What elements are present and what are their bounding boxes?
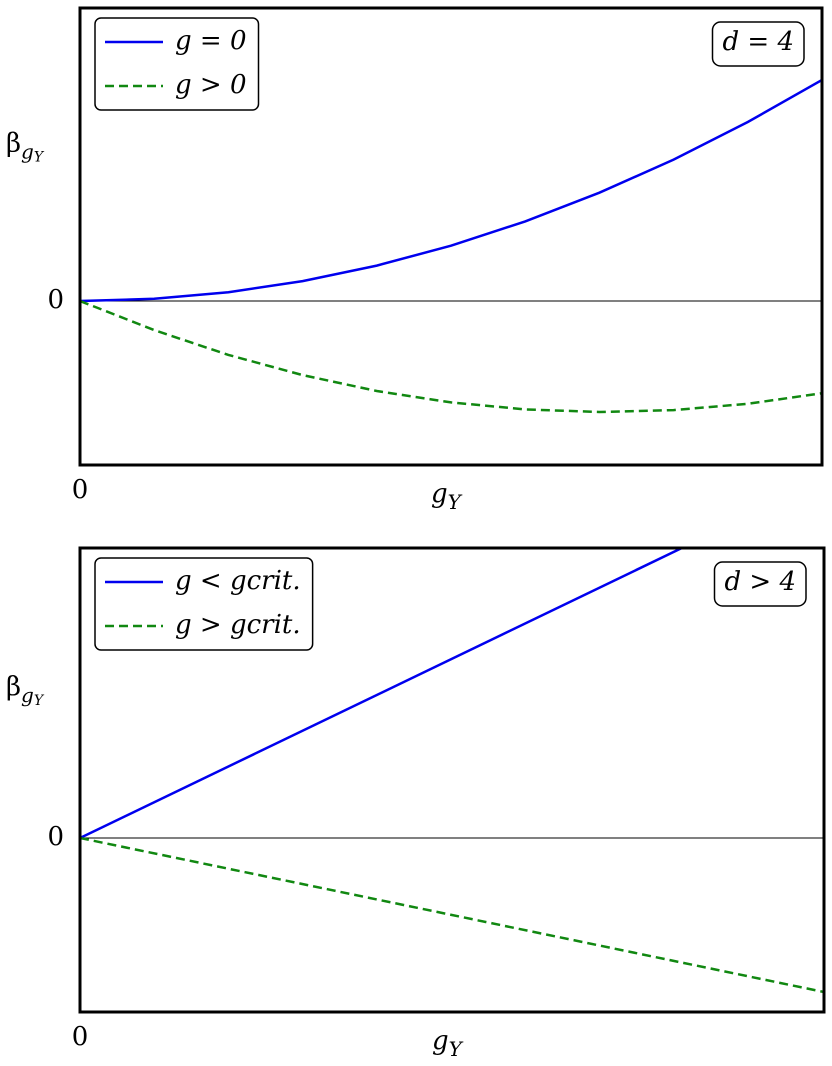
legend-label: g = 0: [175, 26, 247, 56]
plot-frame: [78, 546, 826, 1014]
annotation: d > 4: [725, 567, 797, 597]
y-axis-label: βgY: [6, 129, 45, 166]
y-tick-label: 0: [47, 285, 64, 315]
x-tick-label: 0: [72, 475, 89, 505]
legend-label: g < gcrit.: [175, 566, 301, 596]
y-axis-label: βgY: [6, 672, 45, 709]
legend: g < gcrit. g > gcrit.: [94, 557, 314, 651]
annotation: d = 4: [723, 27, 795, 57]
panel: 0 0 βgY gY g = 0 g > 0 d = 4: [6, 6, 824, 514]
legend-label: g > 0: [175, 70, 247, 100]
plot-frame: [78, 6, 824, 467]
series-line: [80, 548, 685, 840]
y-tick-label: 0: [47, 822, 64, 852]
legend-label: g > gcrit.: [175, 610, 301, 640]
series-line: [80, 78, 822, 303]
annotation-box: [713, 561, 807, 607]
x-tick-label: 0: [72, 1022, 89, 1052]
series-line: [80, 836, 824, 994]
legend: g = 0 g > 0: [94, 17, 260, 111]
x-axis-label: gY: [431, 479, 463, 514]
panel: 0 0 βgY gY g < gcrit. g > gcrit. d > 4: [6, 546, 826, 1061]
series-line: [80, 299, 822, 414]
annotation-box: [711, 21, 805, 67]
x-axis-label: gY: [432, 1026, 464, 1061]
